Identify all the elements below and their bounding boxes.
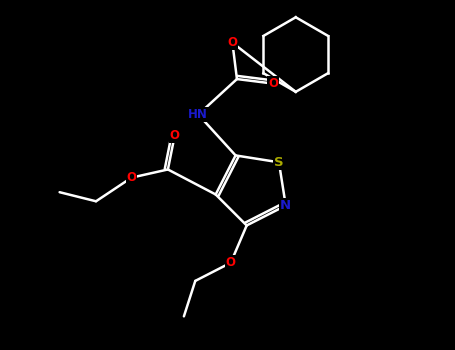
Text: O: O — [228, 36, 238, 49]
Text: S: S — [274, 156, 284, 169]
Text: O: O — [268, 77, 278, 90]
Text: HN: HN — [188, 108, 208, 121]
Text: O: O — [126, 171, 136, 184]
Text: O: O — [170, 129, 180, 142]
Text: O: O — [226, 256, 236, 269]
Text: N: N — [280, 199, 291, 212]
